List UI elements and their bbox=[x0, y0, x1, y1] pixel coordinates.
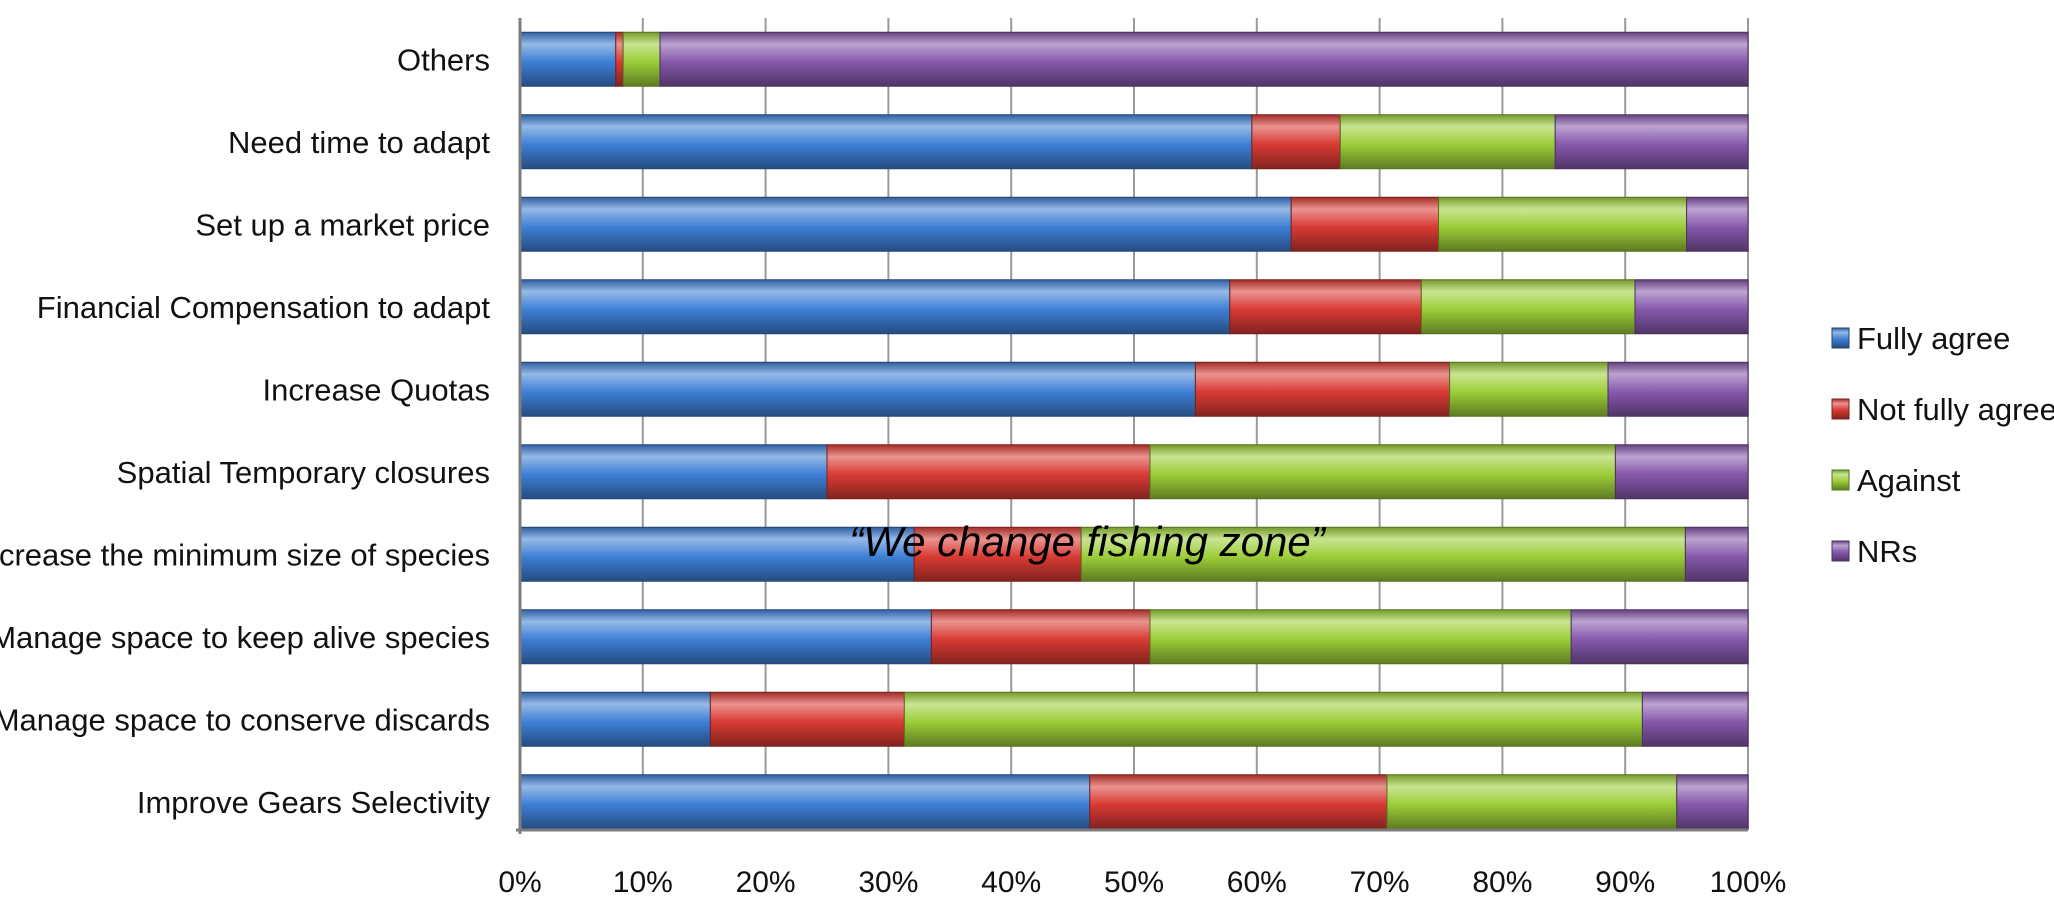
bar-nrs bbox=[1614, 444, 1749, 500]
category-label: Set up a market price bbox=[195, 207, 490, 242]
bar-against bbox=[1080, 526, 1686, 582]
bar-fully-agree bbox=[519, 691, 711, 747]
legend-label: NRs bbox=[1857, 534, 1917, 569]
bar-against bbox=[1420, 279, 1636, 335]
category-label: Decrease the minimum size of species bbox=[0, 537, 490, 572]
bar-fully-agree bbox=[519, 361, 1196, 417]
x-tick-label: 50% bbox=[1104, 866, 1164, 899]
category-label: Improve Gears Selectivity bbox=[137, 785, 491, 820]
bar-not-fully-agree bbox=[1290, 196, 1440, 252]
category-labels: Others Need time to adapt Set up a market … bbox=[0, 42, 490, 820]
bar-against bbox=[1149, 609, 1572, 665]
category-label: Manage space to keep alive species bbox=[0, 620, 490, 655]
bar-fully-agree bbox=[519, 279, 1231, 335]
bar-fully-agree bbox=[519, 196, 1292, 252]
x-tick-label: 80% bbox=[1472, 866, 1532, 899]
bar-not-fully-agree bbox=[1229, 279, 1422, 335]
bar-nrs bbox=[1570, 609, 1749, 665]
bar-fully-agree bbox=[519, 774, 1091, 830]
x-tick-label: 60% bbox=[1227, 866, 1287, 899]
bar-nrs bbox=[659, 31, 1749, 87]
bar-not-fully-agree bbox=[930, 609, 1151, 665]
bar-nrs bbox=[1641, 691, 1749, 747]
x-tick-label: 20% bbox=[736, 866, 796, 899]
x-tick-labels: 0% 10% 20% 30% 40% 50% 60% 70% 80% 90% 100% bbox=[498, 866, 1786, 899]
bar-fully-agree bbox=[519, 114, 1253, 170]
legend-swatch bbox=[1831, 469, 1850, 491]
x-tick-label: 70% bbox=[1350, 866, 1410, 899]
legend-swatch bbox=[1831, 398, 1850, 420]
bar-nrs bbox=[1684, 526, 1749, 582]
bar-against bbox=[1339, 114, 1556, 170]
bar-series bbox=[519, 31, 1749, 830]
category-label: Increase Quotas bbox=[263, 372, 490, 407]
category-label: Others bbox=[397, 42, 490, 77]
category-label: Manage space to conserve discards bbox=[0, 702, 490, 737]
x-tick-label: 100% bbox=[1710, 866, 1787, 899]
bar-not-fully-agree bbox=[1194, 361, 1451, 417]
category-label: Financial Compensation to adapt bbox=[37, 290, 491, 325]
bar-fully-agree bbox=[519, 444, 828, 500]
bar-fully-agree bbox=[519, 609, 932, 665]
x-tick-label: 30% bbox=[858, 866, 918, 899]
bar-not-fully-agree bbox=[615, 31, 624, 87]
bar-not-fully-agree bbox=[1089, 774, 1388, 830]
bar-against bbox=[1149, 444, 1616, 500]
x-tick-label: 40% bbox=[981, 866, 1041, 899]
x-tick-label: 0% bbox=[498, 866, 541, 899]
bar-against bbox=[1386, 774, 1678, 830]
legend-label: Fully agree bbox=[1857, 321, 2010, 356]
legend: Fully agree Not fully agree Against NRs bbox=[1831, 321, 2054, 569]
legend-label: Against bbox=[1857, 463, 1961, 498]
category-label: Need time to adapt bbox=[228, 125, 490, 160]
bar-against bbox=[903, 691, 1643, 747]
bar-nrs bbox=[1676, 774, 1749, 830]
legend-swatch bbox=[1831, 540, 1850, 562]
bar-nrs bbox=[1607, 361, 1749, 417]
bar-nrs bbox=[1686, 196, 1749, 252]
axes bbox=[516, 18, 1748, 834]
bar-not-fully-agree bbox=[913, 526, 1082, 582]
bar-nrs bbox=[1554, 114, 1749, 170]
bar-nrs bbox=[1634, 279, 1749, 335]
bar-against bbox=[1438, 196, 1688, 252]
x-tick-label: 90% bbox=[1595, 866, 1655, 899]
bar-against bbox=[1449, 361, 1609, 417]
annotation-text: “We change fishing zone” bbox=[849, 518, 1327, 565]
bar-fully-agree bbox=[519, 526, 915, 582]
bar-against bbox=[622, 31, 661, 87]
legend-label: Not fully agree bbox=[1857, 392, 2054, 427]
legend-swatch bbox=[1831, 327, 1850, 349]
category-label: Spatial Temporary closures bbox=[117, 455, 490, 490]
x-tick-label: 10% bbox=[613, 866, 673, 899]
bar-not-fully-agree bbox=[1251, 114, 1341, 170]
bar-not-fully-agree bbox=[709, 691, 905, 747]
bar-fully-agree bbox=[519, 31, 617, 87]
bar-not-fully-agree bbox=[826, 444, 1151, 500]
